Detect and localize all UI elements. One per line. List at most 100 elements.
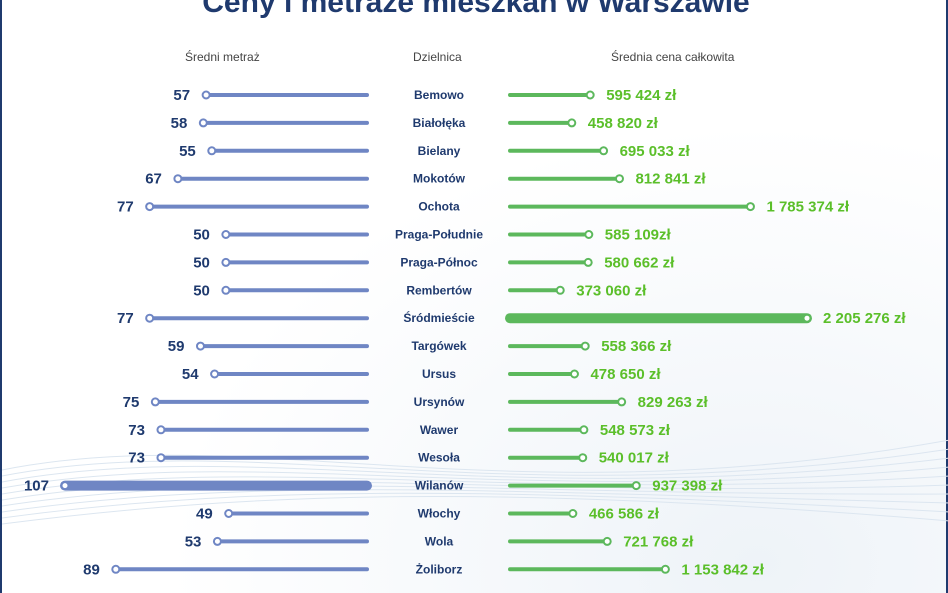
area-value-label: 50: [193, 282, 210, 299]
district-label: Wesoła: [418, 451, 460, 465]
background-wave: [2, 448, 948, 477]
area-bar-end-marker: [221, 230, 231, 239]
district-label: Wilanów: [415, 479, 464, 493]
price-bar-end-marker: [617, 397, 627, 407]
background-wave: [2, 492, 948, 519]
area-bar-end-marker: [145, 313, 155, 323]
price-value-label: 595 424 zł: [606, 87, 677, 104]
header-avg-area: Średni metraż: [185, 50, 260, 64]
district-label: Bemowo: [414, 88, 464, 102]
header-district: Dzielnica: [413, 50, 462, 64]
area-bar-end-marker: [156, 425, 166, 435]
area-bar-end-marker: [224, 509, 234, 518]
price-value-label: 458 820 zł: [588, 115, 659, 132]
area-bar-end-marker: [212, 536, 222, 546]
price-value-label: 937 398 zł: [652, 478, 723, 495]
price-bar-end-marker: [614, 174, 624, 184]
district-label: Śródmieście: [403, 310, 475, 325]
price-bar-end-marker: [802, 313, 812, 323]
area-value-label: 54: [182, 366, 199, 383]
area-bar-end-marker: [60, 481, 70, 491]
price-value-label: 2 205 276 zł: [823, 310, 906, 327]
area-value-label: 57: [173, 87, 190, 104]
background-wave: [2, 495, 948, 525]
area-value-label: 107: [24, 478, 49, 495]
price-bar-end-marker: [660, 564, 670, 574]
price-bar-end-marker: [567, 118, 577, 128]
area-value-label: 55: [179, 143, 196, 160]
area-bar-end-marker: [221, 285, 231, 295]
area-value-label: 75: [123, 394, 140, 411]
area-value-label: 77: [117, 199, 134, 216]
price-value-label: 1 785 374 zł: [766, 199, 849, 216]
background-wave: [2, 489, 948, 513]
district-label: Białołęka: [413, 116, 466, 130]
area-bar-end-marker: [198, 118, 208, 128]
district-label: Wola: [425, 534, 454, 548]
price-bar-end-marker: [631, 481, 641, 491]
district-label: Praga-Południe: [395, 228, 483, 242]
price-value-label: 558 366 zł: [601, 338, 672, 355]
area-bar-end-marker: [145, 202, 155, 212]
price-bar-end-marker: [583, 257, 593, 267]
background-wave: [2, 466, 948, 489]
price-value-label: 540 017 zł: [599, 450, 670, 467]
price-value-label: 478 650 zł: [590, 366, 661, 383]
price-value-label: 585 109zł: [605, 227, 672, 244]
area-value-label: 49: [196, 506, 213, 523]
district-label: Ochota: [418, 200, 460, 214]
area-value-label: 73: [128, 422, 145, 439]
price-value-label: 466 586 zł: [589, 506, 660, 523]
price-value-label: 695 033 zł: [620, 143, 691, 160]
background-wave: [2, 457, 948, 483]
area-bar-end-marker: [173, 174, 183, 184]
price-value-label: 548 573 zł: [600, 422, 671, 439]
area-value-label: 59: [168, 338, 185, 355]
district-label: Bielany: [418, 144, 461, 158]
district-label: Ursus: [422, 367, 456, 381]
area-bar-end-marker: [207, 146, 217, 156]
price-value-label: 829 263 zł: [638, 394, 709, 411]
district-label: Mokotów: [413, 172, 466, 186]
district-label: Targówek: [411, 339, 466, 353]
area-value-label: 50: [193, 227, 210, 244]
area-bar-end-marker: [156, 453, 166, 463]
price-value-label: 580 662 zł: [604, 254, 675, 271]
area-value-label: 50: [193, 254, 210, 271]
area-value-label: 53: [185, 533, 202, 550]
area-bar-end-marker: [201, 90, 211, 100]
price-value-label: 721 768 zł: [623, 533, 694, 550]
area-value-label: 67: [145, 171, 162, 188]
price-bar-end-marker: [584, 230, 594, 239]
price-bar-end-marker: [580, 341, 590, 351]
price-value-label: 812 841 zł: [635, 171, 706, 188]
price-bar-end-marker: [599, 146, 609, 156]
district-label: Włochy: [418, 507, 461, 521]
area-bar-end-marker: [221, 257, 231, 267]
price-bar-end-marker: [579, 425, 589, 435]
area-bar-end-marker: [210, 369, 220, 379]
district-label: Ursynów: [414, 395, 465, 409]
area-bar-end-marker: [150, 397, 160, 407]
area-value-label: 77: [117, 310, 134, 327]
price-bar-end-marker: [568, 509, 578, 518]
district-label: Praga-Północ: [400, 255, 478, 269]
price-bar-end-marker: [569, 369, 579, 379]
price-bar-end-marker: [585, 90, 595, 100]
price-bar-end-marker: [602, 536, 612, 546]
price-bar-end-marker: [555, 285, 565, 295]
area-value-label: 89: [83, 561, 100, 578]
background-wave: [2, 439, 948, 473]
price-value-label: 1 153 842 zł: [681, 561, 764, 578]
price-bar-end-marker: [745, 202, 755, 212]
area-bar-end-marker: [111, 564, 121, 574]
chart-title: Ceny i metraże mieszkań w Warszawie: [202, 0, 750, 19]
area-value-label: 73: [128, 450, 145, 467]
price-value-label: 373 060 zł: [576, 282, 647, 299]
header-avg-price: Średnia cena całkowita: [611, 50, 735, 64]
price-bar-end-marker: [578, 453, 588, 463]
district-label: Rembertów: [406, 283, 472, 297]
area-bar-end-marker: [195, 341, 205, 351]
